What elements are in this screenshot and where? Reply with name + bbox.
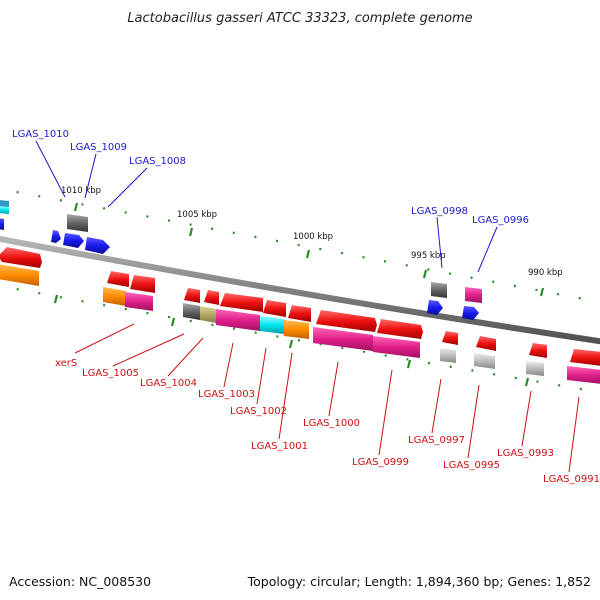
gene-lgas-1008b[interactable] [63,233,84,248]
gene-lgas-0996[interactable] [465,287,482,303]
scale-label-1005: 1005 kbp [177,210,217,220]
gene-lgas-1003r[interactable] [204,290,219,305]
label-lgas-1009: LGAS_1009 [70,142,127,153]
scale-label-995: 995 kbp [411,251,446,261]
gene-magenta-4[interactable] [373,336,420,358]
gene-lightgray-3[interactable] [526,361,544,376]
label-lgas-1001: LGAS_1001 [251,441,308,452]
gene-orange-2[interactable] [284,320,309,339]
label-leaders-top [35,140,498,273]
gene-lgas-1003[interactable] [220,293,263,312]
gene-lgas-0992[interactable] [570,349,600,366]
label-lgas-1008: LGAS_1008 [129,156,186,167]
scale-label-1010: 1010 kbp [61,186,101,196]
label-lgas-1005: LGAS_1005 [82,368,139,379]
gene-lgas-0997[interactable] [442,331,458,345]
scale-label-1000: 1000 kbp [293,232,333,242]
gene-lgas-1008a[interactable] [51,230,61,243]
upper-major-ticks [73,202,545,297]
label-lgas-0996: LGAS_0996 [472,215,529,226]
gene-gray-1[interactable] [183,303,200,320]
topology-summary: Topology: circular; Length: 1,894,360 bp… [247,574,591,589]
gene-lgas-1002[interactable] [263,300,286,317]
lower-major-ticks [53,294,530,387]
gene-lgas-1009[interactable] [67,214,88,232]
gene-lgas-0998[interactable] [431,282,447,298]
label-lgas-0998: LGAS_0998 [411,206,468,217]
gene-magenta-1[interactable] [125,292,153,311]
gene-lgas-0999[interactable] [377,319,423,339]
accession-text: Accession: NC_008530 [9,574,151,589]
label-lgas-0991: LGAS_0991 [543,474,600,485]
gene-lgas-1000[interactable] [316,310,377,332]
upper-strand-genes [0,200,482,320]
label-lgas-1010: LGAS_1010 [12,129,69,140]
gene-lgas-1005[interactable] [130,275,155,293]
label-lgas-0995: LGAS_0995 [443,460,500,471]
gene-orange-left[interactable] [0,264,39,286]
gene-lgas-0995b[interactable] [462,306,479,320]
gene-magenta-3[interactable] [313,327,373,351]
label-xers: xerS [55,358,77,369]
gene-lightgray-2[interactable] [474,353,495,369]
gene-lgas-1010[interactable] [0,218,4,230]
gene-orange-1[interactable] [103,287,126,306]
label-lgas-0999: LGAS_0999 [352,457,409,468]
gene-lgas-1008[interactable] [85,237,110,254]
gene-lgas-1006[interactable] [0,247,42,268]
label-lgas-0993: LGAS_0993 [497,448,554,459]
gene-lgas-0993[interactable] [529,343,547,358]
label-lgas-1004: LGAS_1004 [140,378,197,389]
gene-lgas-0995[interactable] [476,336,496,351]
gene-magenta-2[interactable] [216,309,260,331]
label-lgas-1000: LGAS_1000 [303,418,360,429]
gene-lightgray-1[interactable] [440,348,456,363]
gene-lgas-0991[interactable] [567,366,600,384]
label-leaders-bottom [74,323,580,473]
label-lgas-1002: LGAS_1002 [230,406,287,417]
lower-strand-genes [0,247,600,384]
label-lgas-0997: LGAS_0997 [408,435,465,446]
gene-khaki-1[interactable] [200,306,216,323]
gene-lgas-1004[interactable] [184,288,200,303]
gene-lgas-1001[interactable] [288,305,311,322]
scale-label-990: 990 kbp [528,268,563,278]
gene-xers[interactable] [107,271,129,287]
gene-lgas-0997b[interactable] [427,300,443,315]
gene-cyan-1[interactable] [260,316,284,334]
map-title: Lactobacillus gasseri ATCC 33323, comple… [127,11,472,26]
label-lgas-1003: LGAS_1003 [198,389,255,400]
genome-backbone [0,235,600,345]
